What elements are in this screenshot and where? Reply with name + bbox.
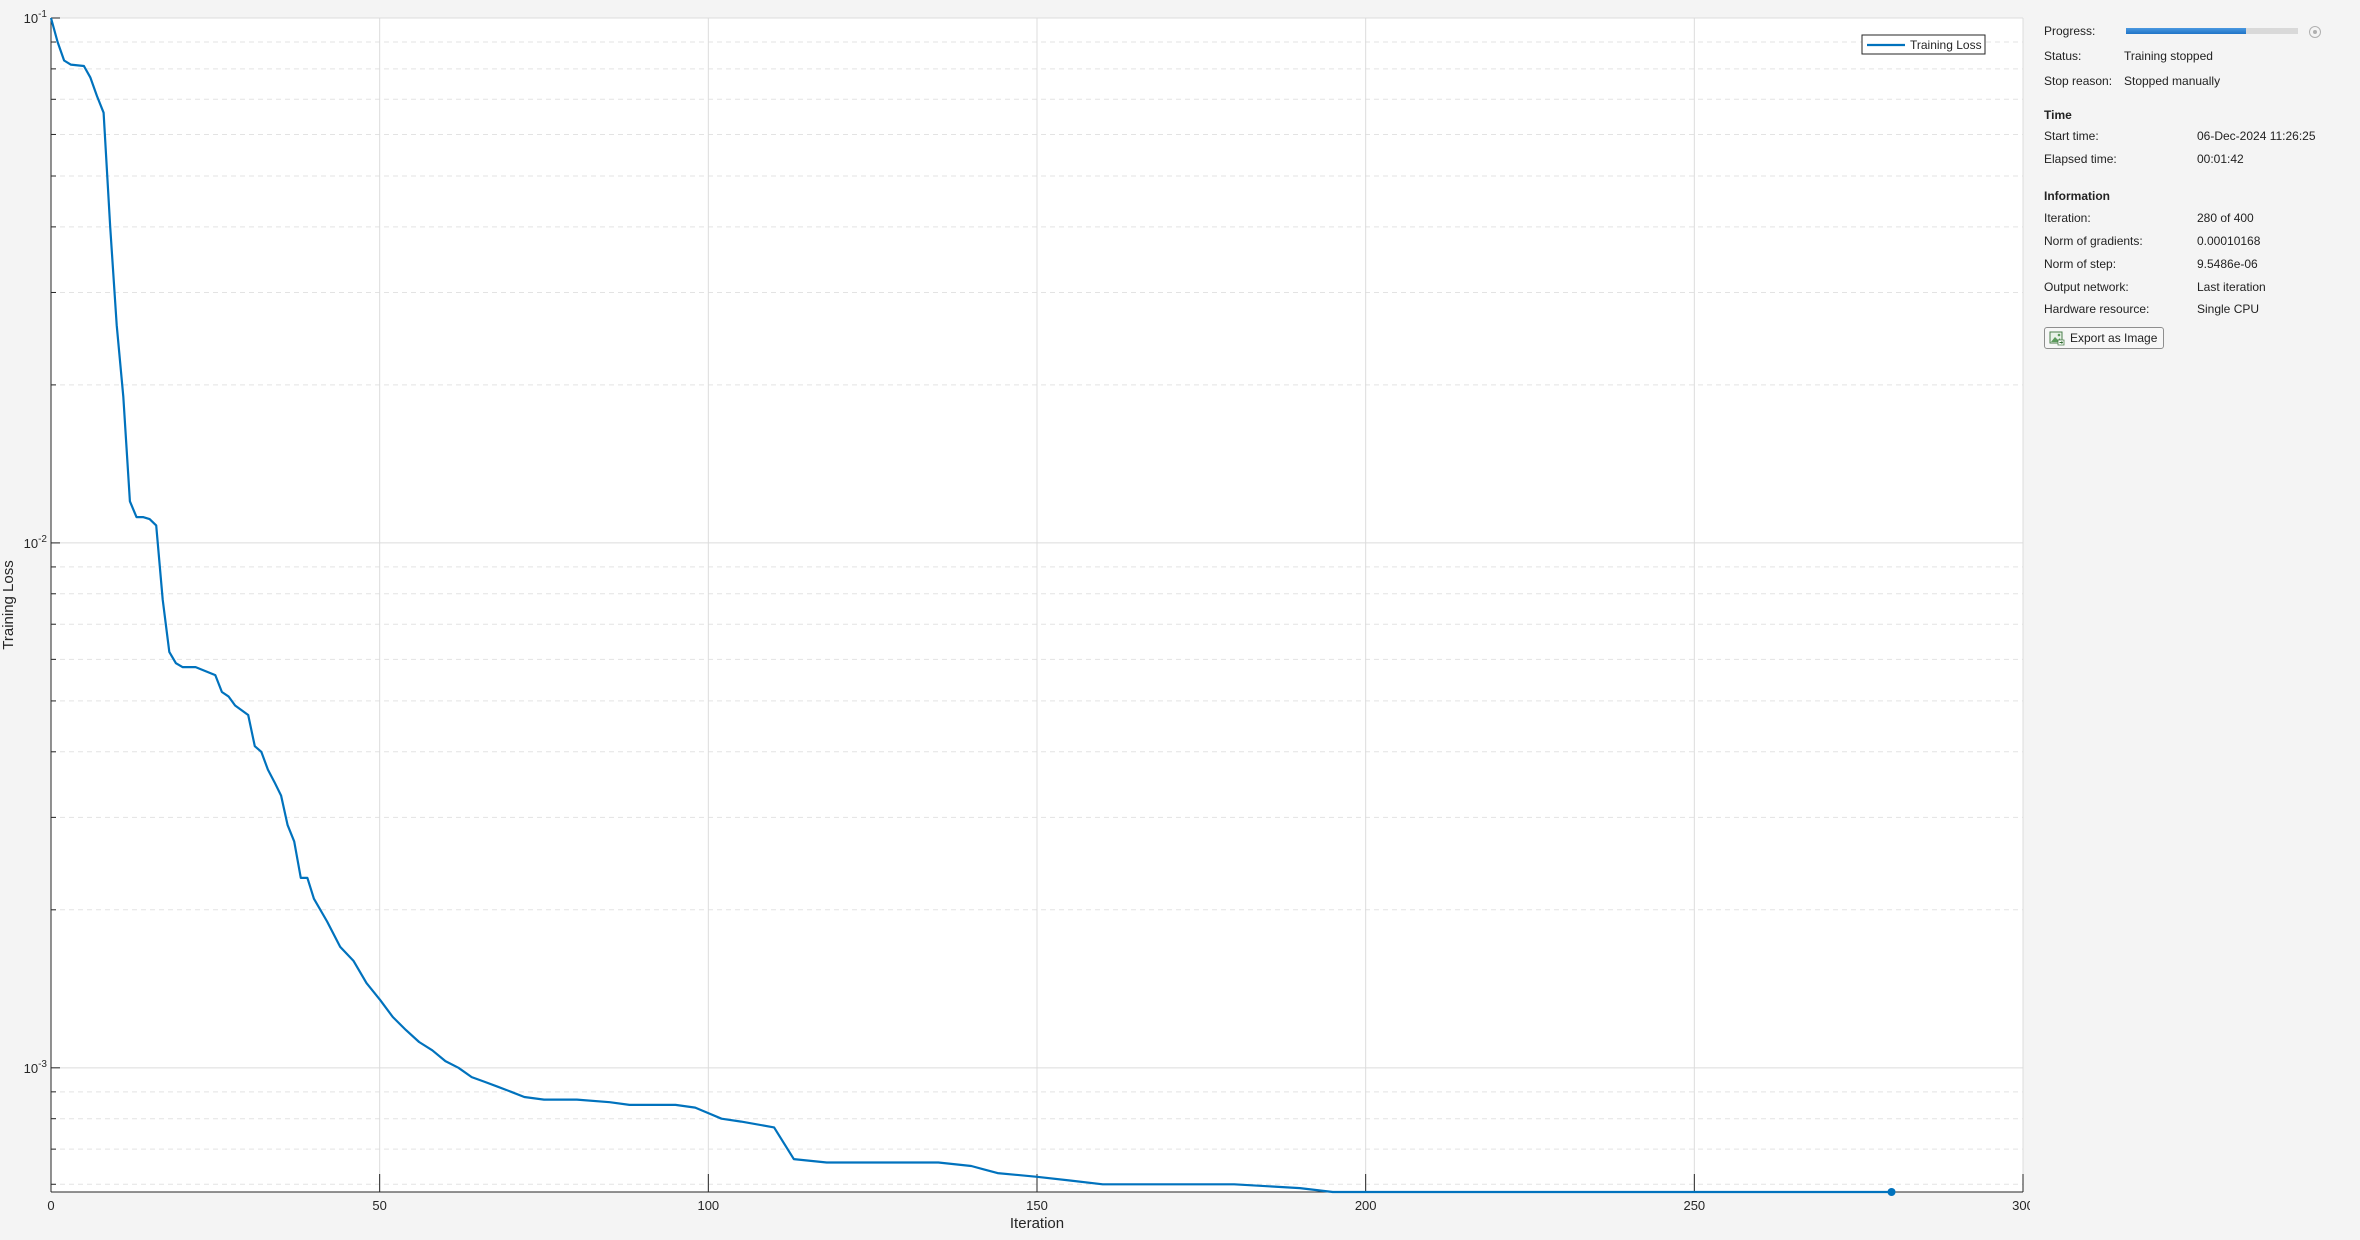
legend-label: Training Loss [1910,38,1982,52]
x-tick-label: 200 [1355,1198,1377,1213]
stop-reason-label: Stop reason: [2044,74,2113,88]
current-iteration-marker [1887,1188,1896,1196]
status-value: Training stopped [2124,49,2213,63]
image-export-icon [2049,331,2065,346]
time-heading: Time [2044,108,2072,122]
norm-step-label: Norm of step: [2044,257,2117,271]
training-info-panel: Progress: Status: Training stopped Stop … [2030,0,2360,1240]
norm-gradients-label: Norm of gradients: [2044,234,2143,248]
training-loss-line [49,17,1892,1194]
stop-reason-value: Stopped manually [2124,74,2221,88]
elapsed-time-value: 00:01:42 [2197,152,2244,166]
output-network-label: Output network: [2044,280,2129,294]
iteration-label: Iteration: [2044,211,2091,225]
stop-training-icon[interactable] [2309,26,2321,38]
norm-gradients-value: 0.00010168 [2197,234,2261,248]
x-tick-label: 50 [372,1198,386,1213]
x-tick-label: 300 [2012,1198,2030,1213]
export-as-image-button[interactable]: Export as Image [2044,327,2165,349]
legend-box [1861,34,1986,55]
iteration-value: 280 of 400 [2197,211,2254,225]
y-tick-label: 10-1 [24,9,48,26]
start-time-value: 06-Dec-2024 11:26:25 [2197,129,2316,143]
progress-bar-fill [2126,28,2247,34]
x-tick-label: 250 [1683,1198,1705,1213]
y-tick-label: 10-3 [24,1059,48,1076]
x-axis-label: Iteration [1010,1215,1064,1232]
progress-label: Progress: [2044,24,2096,38]
hardware-label: Hardware resource: [2044,302,2150,316]
y-tick-label: 10-2 [24,534,48,551]
elapsed-time-label: Elapsed time: [2044,152,2117,166]
training-plot: 10-3 10-2 10-1 0 50 100 150 200 250 300 Iteration T… [0,9,2030,1232]
start-time-label: Start time: [2044,129,2099,143]
x-tick-label: 150 [1026,1198,1048,1213]
export-button-label: Export as Image [2070,331,2158,345]
status-label: Status: [2044,49,2082,63]
norm-step-value: 9.5486e-06 [2197,257,2258,271]
information-heading: Information [2044,189,2110,203]
output-network-value: Last iteration [2197,280,2266,294]
hardware-value: Single CPU [2197,302,2260,316]
progress-bar [2126,28,2298,34]
y-axis-label: Training Loss [0,560,17,650]
loss-chart: 10-3 10-2 10-1 0 50 100 150 200 250 300 Iteration T… [0,9,2030,1232]
x-tick-label: 0 [47,1198,54,1213]
x-tick-label: 100 [697,1198,719,1213]
